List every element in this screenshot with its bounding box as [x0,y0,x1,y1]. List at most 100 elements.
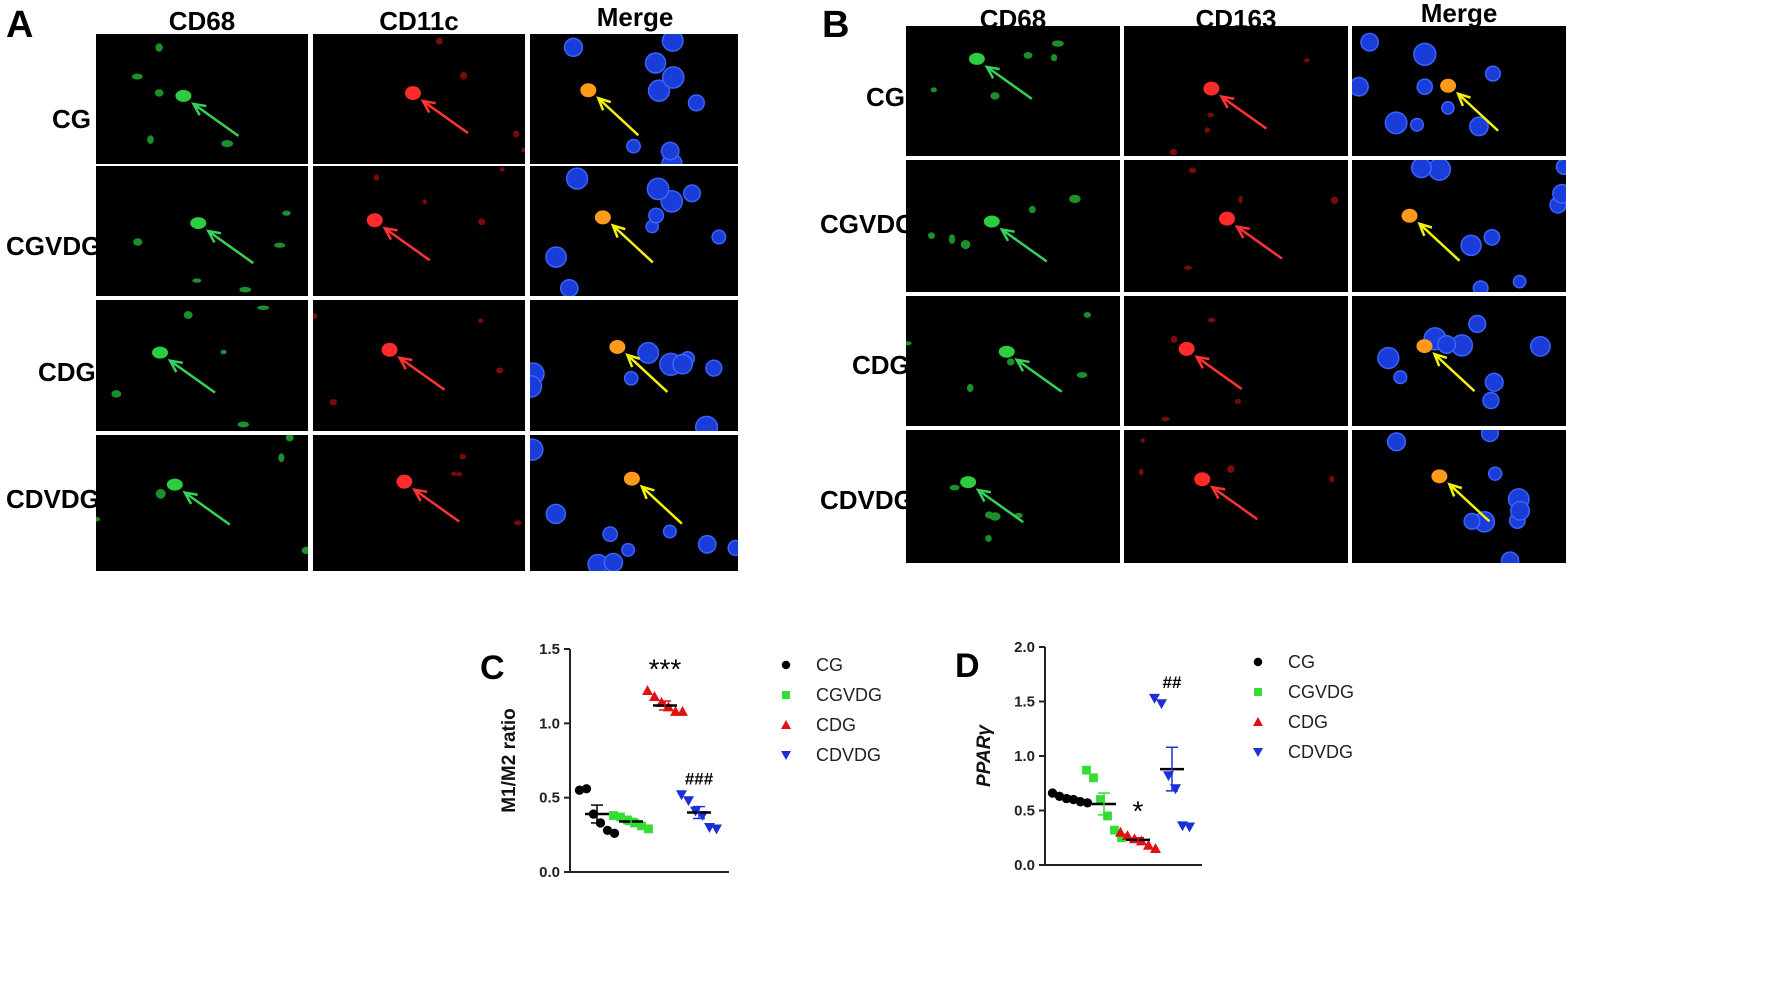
green-cell-mark [220,349,227,355]
nucleus-mark [682,184,702,203]
panel-a-col-cd11c: CD11c [379,6,459,36]
nucleus-mark [1352,76,1369,97]
panel-b-row-cg: CG [866,82,905,112]
yellow-arrow [1432,352,1476,393]
nucleus-mark [697,534,717,554]
panel-b-letter: B [822,4,850,46]
red-arrow [397,356,446,391]
nucleus-mark [1510,500,1531,521]
data-point [1115,826,1126,837]
nucleus-mark [1484,65,1501,82]
red-arrow [1234,224,1283,260]
panel-a-row-cgvdg: CGVDG [6,231,102,261]
red-cell-mark [499,167,505,172]
y-tick-label: 0.0 [1014,857,1035,874]
green-cell-mark [1028,205,1036,214]
red-cell-mark [478,218,486,226]
panel-b-tile-r0-c2 [1352,26,1566,156]
panel-b-row-cgvdg: CGVDG [820,209,916,239]
legend-label: CGVDG [816,685,882,705]
panel-b-tile-r2-c1 [1124,296,1348,426]
green-cell-mark [237,421,250,428]
panel-c-scatter-chart: C 0.0 0.5 1.0 1.5 M1/M2 ratio CG CGVDG *** CDG ###… [480,641,882,881]
green-cell-mark [983,215,1000,228]
red-cell-mark [1330,196,1339,205]
nucleus-mark [1468,314,1487,334]
merge-cell-mark [1431,469,1448,484]
data-point [616,812,625,822]
red-arrow [411,487,461,523]
red-cell-mark [1238,195,1243,204]
green-cell-mark [133,238,143,246]
data-point [644,824,653,834]
panel-b-row-cdvdg: CDVDG [820,485,914,515]
nucleus-mark [565,167,589,190]
green-cell-mark [1023,52,1033,59]
panel-b-col-merge: Merge [1420,0,1498,28]
y-tick-label: 1.0 [1014,748,1035,765]
red-cell-mark [396,474,413,489]
legend-label: CGVDG [1288,682,1354,702]
red-cell-mark [1140,438,1145,443]
nucleus-mark [1555,160,1566,176]
legend-marker [1254,688,1262,696]
data-point [1149,693,1160,704]
green-cell-mark [111,390,122,398]
significance-annotation: * [1133,795,1144,826]
merge-cell-mark [1440,78,1457,93]
green-cell-mark [183,311,193,319]
red-cell-mark [435,37,443,45]
data-point [637,821,646,831]
y-tick-label: 0.5 [539,790,560,807]
merge-cell-mark [1401,208,1418,223]
green-cell-mark [278,453,285,463]
green-cell-mark [274,242,286,248]
significance-annotation: ## [1163,673,1182,692]
nucleus-mark [530,374,543,398]
legend-label: CG [816,655,843,675]
green-cell-mark [985,534,992,542]
green-cell-mark [930,87,937,93]
y-tick-label: 2.0 [1014,639,1035,656]
green-arrow [999,227,1048,263]
nucleus-mark [648,207,665,224]
red-cell-mark [1170,335,1178,343]
data-point [649,691,660,701]
panel-a-tile-r2-c0 [96,300,308,431]
data-point [642,685,653,696]
red-cell-mark [456,472,463,477]
yellow-arrow [639,484,683,525]
legend-marker [1253,657,1263,667]
nucleus-mark [1460,234,1482,257]
red-cell-mark [1203,81,1220,96]
nucleus-mark [1409,117,1425,132]
data-point [609,828,620,839]
nucleus-mark [1416,78,1434,96]
red-arrow [1194,355,1243,390]
data-point [609,811,618,820]
merge-cell-mark [609,339,626,354]
panel-a-tile-r0-c1 [313,34,525,164]
nucleus-mark [1529,335,1551,357]
legend-marker [782,691,790,699]
legend-marker [781,751,791,760]
green-cell-mark [1069,194,1081,204]
nucleus-mark [623,370,639,386]
nucleus-mark [1484,372,1504,392]
green-cell-mark [155,488,166,499]
panel-letter: C [480,649,505,687]
nucleus-mark [1377,346,1400,370]
panel-a-row-cdvdg: CDVDG [6,484,100,514]
data-point [676,790,687,801]
green-arrow [975,488,1024,524]
red-cell-mark [404,86,421,101]
merge-cell-mark [1416,339,1433,354]
y-axis-title: M1/M2 ratio [499,708,520,813]
red-cell-mark [313,313,318,320]
red-cell-mark [460,71,468,80]
nucleus-mark [1410,160,1432,179]
data-point [1082,798,1093,808]
nucleus-mark [1393,370,1408,385]
yellow-arrow [625,352,669,393]
nucleus-mark [646,177,670,201]
